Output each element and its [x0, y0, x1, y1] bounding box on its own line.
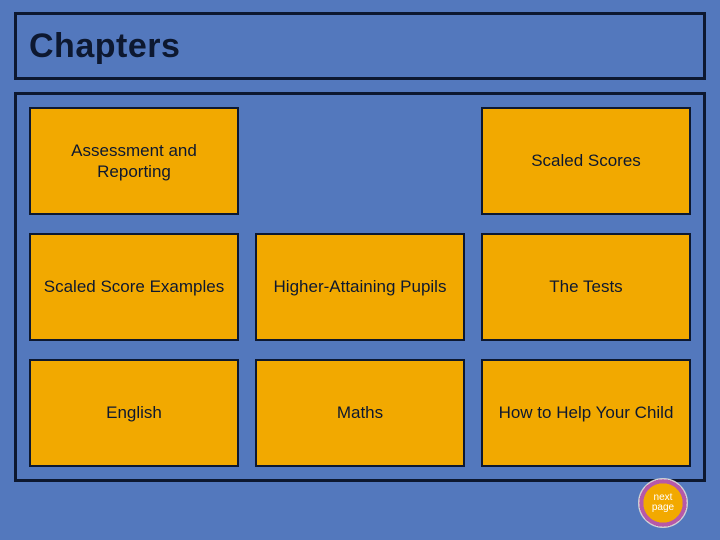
- chapter-label: How to Help Your Child: [499, 402, 674, 423]
- chapter-label: The Tests: [549, 276, 622, 297]
- chapter-higher-attaining-pupils[interactable]: Higher-Attaining Pupils: [255, 233, 465, 341]
- page-title: Chapters: [29, 27, 180, 66]
- chapter-label: English: [106, 402, 162, 423]
- chapter-label: Scaled Score Examples: [44, 276, 224, 297]
- empty-cell: [255, 107, 465, 215]
- chapter-english[interactable]: English: [29, 359, 239, 467]
- title-frame: Chapters: [14, 12, 706, 80]
- chapter-how-to-help-your-child[interactable]: How to Help Your Child: [481, 359, 691, 467]
- chapter-assessment-and-reporting[interactable]: Assessment and Reporting: [29, 107, 239, 215]
- next-page-button[interactable]: next page: [638, 478, 688, 528]
- next-page-label: next page: [652, 493, 674, 514]
- chapters-grid: Assessment and Reporting Scaled Scores S…: [14, 92, 706, 482]
- chapter-scaled-score-examples[interactable]: Scaled Score Examples: [29, 233, 239, 341]
- chapter-label: Scaled Scores: [531, 150, 641, 171]
- chapter-maths[interactable]: Maths: [255, 359, 465, 467]
- chapter-the-tests[interactable]: The Tests: [481, 233, 691, 341]
- chapter-label: Higher-Attaining Pupils: [274, 276, 447, 297]
- chapter-label: Maths: [337, 402, 383, 423]
- chapter-label: Assessment and Reporting: [39, 140, 229, 183]
- chapter-scaled-scores[interactable]: Scaled Scores: [481, 107, 691, 215]
